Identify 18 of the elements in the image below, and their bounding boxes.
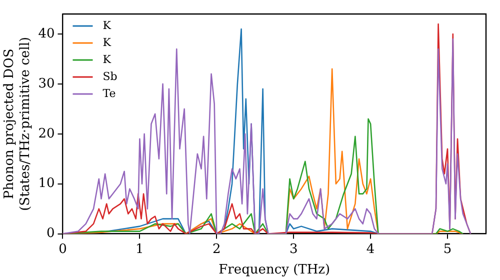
y-tick-label: 20 (38, 126, 55, 142)
y-tick-label: 30 (38, 76, 55, 92)
x-tick-label: 3 (289, 242, 298, 257)
y-tick-label: 10 (38, 176, 55, 192)
legend-label: K (102, 52, 112, 66)
y-tick-label: 40 (38, 26, 55, 42)
x-tick-label: 0 (58, 242, 67, 257)
y-tick-label: 0 (46, 226, 55, 242)
x-tick-label: 2 (212, 242, 221, 257)
x-tick-label: 1 (136, 242, 144, 257)
x-tick-label: 4 (366, 242, 375, 257)
x-axis-title: Frequency (THz) (218, 262, 330, 278)
legend-label: Sb (102, 70, 118, 83)
legend-label: Te (102, 86, 116, 100)
legend-label: K (102, 36, 112, 49)
x-tick-label: 5 (443, 242, 452, 257)
y-axis-title: Phonon projected DOS (States/THz·primitive cell) (2, 36, 33, 211)
legend-label: K (102, 18, 112, 32)
